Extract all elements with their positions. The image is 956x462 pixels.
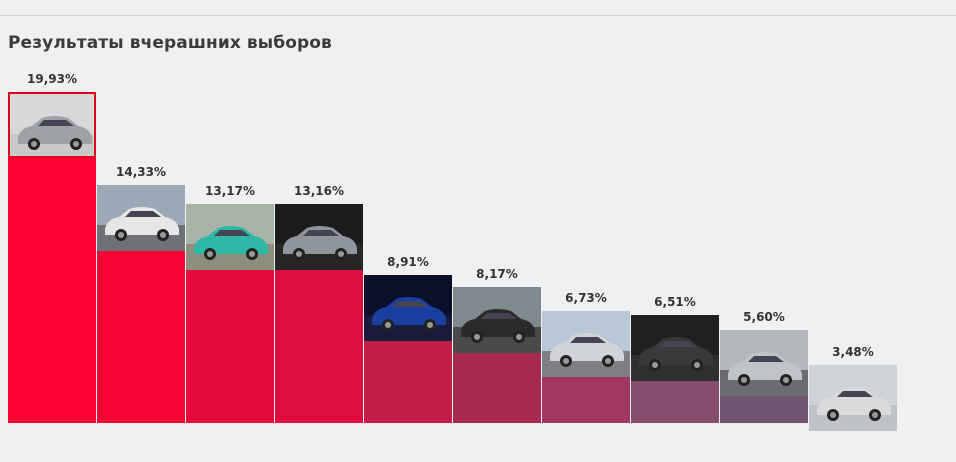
silver-coupe-photo[interactable] [8,92,96,158]
bar-value-label: 3,48% [832,345,874,359]
bar-value-label: 8,17% [476,267,518,281]
bar-value-label: 6,73% [565,291,607,305]
bar-value-label: 13,17% [205,184,255,198]
white-sedan-photo[interactable] [97,185,185,251]
bar-value-label: 6,51% [654,295,696,309]
bar-value-label: 13,16% [294,184,344,198]
dark-tuned-car-photo[interactable] [364,275,452,341]
bar-value-label: 19,93% [27,72,77,86]
bar-value-label: 8,91% [387,255,429,269]
bar-value-label: 5,60% [743,310,785,324]
header-divider [0,15,956,16]
black-grille-photo[interactable] [453,287,541,353]
page-title: Результаты вчерашних выборов [8,33,332,53]
silver-sedan-front-photo[interactable] [720,330,808,396]
silver-wagon-photo[interactable] [542,311,630,377]
dark-car-front-photo[interactable] [631,315,719,381]
silver-sedan-photo[interactable] [809,365,897,431]
grey-sedan-rear-photo[interactable] [275,204,363,270]
bar-value-label: 14,33% [116,165,166,179]
teal-coupe-photo[interactable] [186,204,274,270]
